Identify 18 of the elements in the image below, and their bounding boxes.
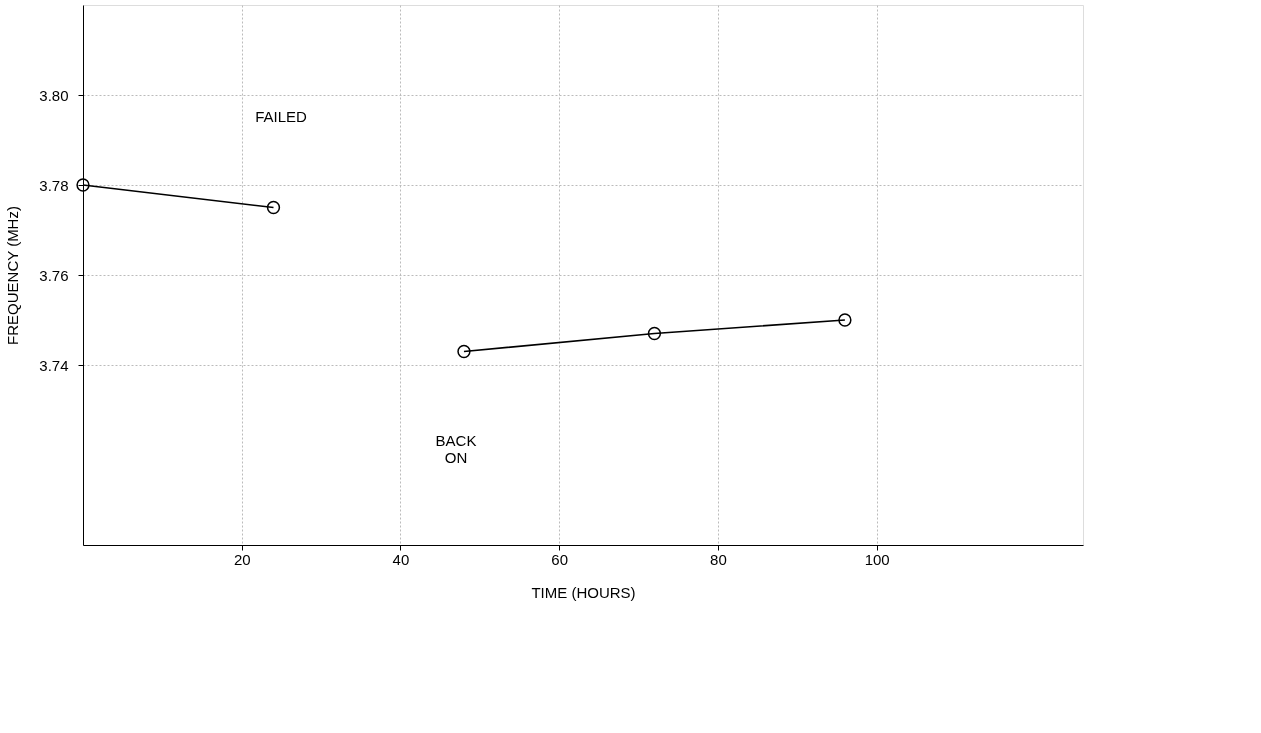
y-tick-label: 3.80 <box>39 86 69 104</box>
point <box>647 326 662 341</box>
point <box>76 178 90 192</box>
x-tick-label: 100 <box>864 550 890 568</box>
point <box>457 344 471 359</box>
x-tick-label: 80 <box>710 550 727 568</box>
y-tick-label: 3.78 <box>39 176 69 194</box>
annotation: FAILED <box>255 108 308 125</box>
point <box>266 200 281 215</box>
x-tick-label: 20 <box>233 550 251 568</box>
y-tick-label: 3.74 <box>39 356 69 374</box>
y-axis-title: FREQUENCY (MHz) <box>4 206 22 345</box>
x-axis-title: TIME (HOURS) <box>531 583 636 601</box>
x-tick-label: 40 <box>392 550 410 568</box>
annotation: BACK ON <box>435 432 477 466</box>
point <box>838 313 852 327</box>
x-tick-label: 60 <box>551 550 569 568</box>
y-tick-label: 3.76 <box>39 266 69 284</box>
